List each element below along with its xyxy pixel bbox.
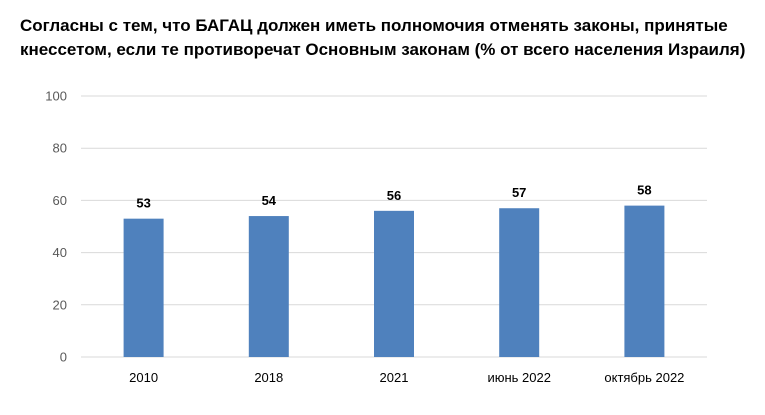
data-labels: 53 54 56 57 58 xyxy=(136,183,651,211)
data-label: 54 xyxy=(262,193,277,208)
x-axis-categories: 2010 2018 2021 июнь 2022 октябрь 2022 xyxy=(129,370,684,385)
x-tick-label: 2018 xyxy=(254,370,283,385)
y-tick-label: 0 xyxy=(60,350,67,365)
y-tick-label: 60 xyxy=(53,193,67,208)
bar xyxy=(248,216,289,357)
bar xyxy=(624,205,665,357)
bar xyxy=(374,210,414,357)
data-label: 58 xyxy=(637,183,651,198)
y-tick-label: 20 xyxy=(53,297,67,312)
x-tick-label: октябрь 2022 xyxy=(604,370,684,385)
bar xyxy=(499,208,540,357)
data-label: 56 xyxy=(387,188,401,203)
y-tick-label: 100 xyxy=(45,89,67,104)
chart-title-line-2: кнессетом, если те противоречат Основным… xyxy=(20,40,746,59)
y-axis-ticks: 0 20 40 60 80 100 xyxy=(45,89,67,365)
y-tick-label: 40 xyxy=(53,245,67,260)
x-tick-label: 2021 xyxy=(380,370,409,385)
y-tick-label: 80 xyxy=(53,141,67,156)
chart-title-line-1: Согласны с тем, что БАГАЦ должен иметь п… xyxy=(20,16,728,35)
data-label: 57 xyxy=(512,185,526,200)
data-label: 53 xyxy=(136,196,150,211)
x-tick-label: июнь 2022 xyxy=(487,370,551,385)
bars xyxy=(123,205,665,357)
chart-title: Согласны с тем, что БАГАЦ должен иметь п… xyxy=(20,14,750,62)
bar xyxy=(123,218,164,357)
x-tick-label: 2010 xyxy=(129,370,158,385)
